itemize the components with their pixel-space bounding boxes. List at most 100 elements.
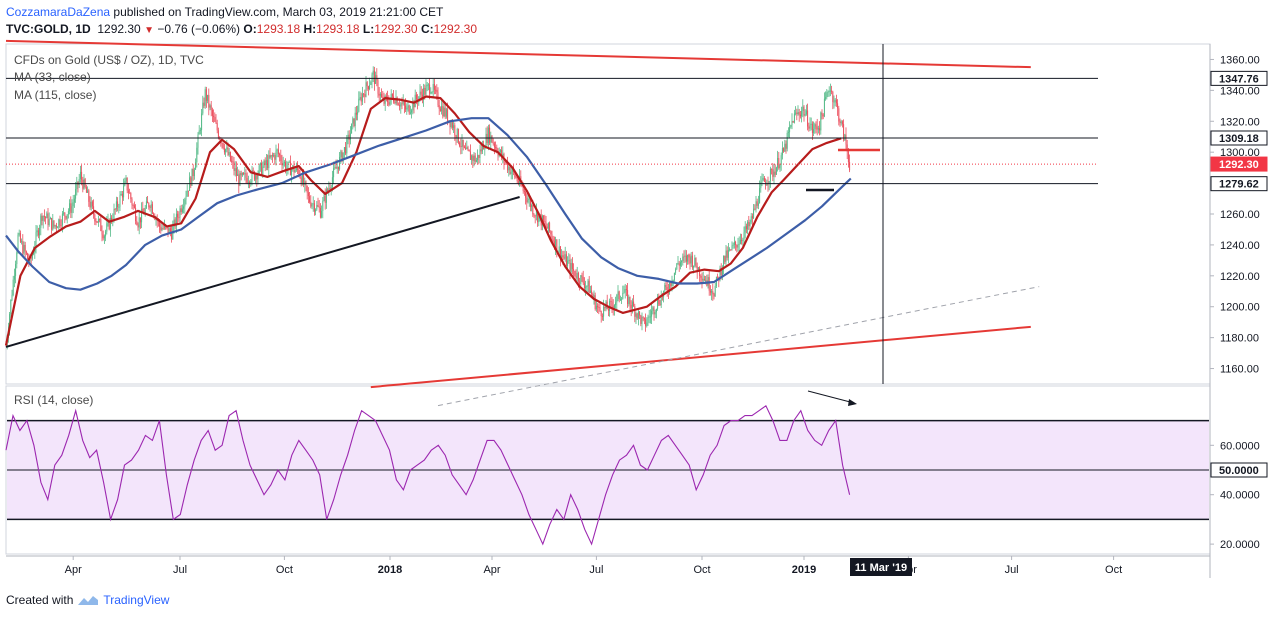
candle-body [535, 211, 537, 217]
candle-body [127, 190, 129, 193]
candle-body [149, 207, 151, 208]
candle-body [115, 201, 117, 210]
price-tick-label: 1160.00 [1220, 364, 1259, 376]
candle-body [442, 106, 444, 117]
candle-body [748, 221, 750, 227]
rsi-mid-label: 50.0000 [1219, 465, 1259, 477]
candle-body [275, 150, 277, 160]
candle-body [468, 149, 470, 152]
candle-body [247, 182, 249, 183]
candle-body [789, 126, 791, 133]
candle-body [37, 230, 39, 236]
candle-body [291, 169, 293, 176]
candle-body [388, 102, 390, 105]
candle-body [562, 255, 564, 258]
candle-body [401, 103, 403, 105]
author-link[interactable]: CozzamaraDaZena [6, 5, 111, 19]
price-tick-label: 1180.00 [1220, 333, 1259, 345]
candle-body [501, 149, 503, 158]
candle-body [689, 257, 691, 264]
candle-body [559, 246, 561, 259]
candle-body [491, 135, 493, 143]
candle-body [51, 218, 53, 230]
candle-body [742, 239, 744, 241]
footer-brand-link[interactable]: TradingView [103, 593, 170, 607]
candle-body [791, 120, 793, 126]
candle-body [677, 263, 679, 265]
candle-body [238, 174, 240, 186]
down-arrow-icon: ▼ [144, 25, 154, 36]
black-support-trendline[interactable] [5, 196, 520, 348]
candle-body [454, 125, 456, 136]
candle-body [637, 311, 639, 319]
candle-body [653, 307, 655, 315]
price-pane[interactable]: 1160.00 1180.00 1200.00 1220.00 1240.00 1260.… [4, 39, 1268, 407]
dashed-channel-line[interactable] [437, 286, 1040, 407]
candle-body [196, 147, 198, 163]
candle-body [641, 317, 643, 324]
candle-body [141, 208, 143, 223]
candle-body [120, 193, 122, 196]
candle-body [837, 103, 839, 109]
candle-body [453, 125, 455, 128]
candle-body [844, 134, 846, 140]
candle-body [237, 174, 239, 176]
candle-body [598, 307, 600, 308]
candle-body [195, 162, 197, 170]
candle-body [570, 262, 572, 272]
candle-body [538, 215, 540, 223]
rsi-mid-label-box [1210, 462, 1268, 478]
divergence-arrow [807, 390, 855, 404]
candle-body [797, 112, 799, 115]
candle-body [708, 277, 710, 291]
candle-body [287, 161, 289, 169]
candle-body [624, 289, 626, 293]
candle-body [234, 168, 236, 171]
candle-body [616, 295, 618, 303]
candle-body [785, 143, 787, 149]
candle-body [786, 132, 788, 149]
candle-body [373, 70, 375, 84]
candle-body [439, 108, 441, 112]
candle-body [515, 177, 517, 178]
candle-body [438, 105, 440, 109]
candle-body [90, 201, 92, 208]
candle-body [298, 169, 300, 175]
candle-body [808, 126, 810, 129]
candle-body [346, 137, 348, 154]
candle-body [592, 294, 594, 298]
candle-body [690, 255, 692, 264]
lower-red-trendline[interactable] [370, 325, 1031, 389]
upper-red-trendline[interactable] [5, 39, 1031, 69]
candle-body [215, 121, 217, 124]
price-label-box [1210, 70, 1268, 86]
candle-body [402, 101, 404, 104]
candle-body [495, 147, 497, 148]
candle-body [352, 118, 354, 124]
price-tick-label: 1320.00 [1220, 116, 1260, 128]
candle-body [600, 311, 602, 317]
candle-body [726, 250, 728, 258]
candle-body [71, 206, 73, 213]
candle-body [359, 97, 361, 99]
candle-body [845, 134, 847, 145]
candle-body [263, 160, 265, 167]
candle-body [759, 188, 761, 204]
candle-body [413, 101, 415, 108]
candle-body [22, 241, 24, 254]
candle-body [243, 173, 245, 175]
candle-body [360, 97, 362, 102]
candle-body [526, 197, 528, 203]
candle-body [627, 290, 629, 304]
candle-body [21, 241, 23, 243]
candle-body [461, 139, 463, 147]
candle-body [484, 148, 486, 150]
trendlines-group[interactable] [5, 39, 1098, 407]
price-tick-label: 1240.00 [1220, 240, 1260, 252]
candle-body [496, 147, 498, 152]
rsi-pane[interactable]: 20.0000 40.0000 60.0000 50.0000 [5, 404, 1268, 551]
candle-body [66, 214, 68, 219]
candle-body [814, 124, 816, 130]
candle-body [121, 193, 123, 198]
